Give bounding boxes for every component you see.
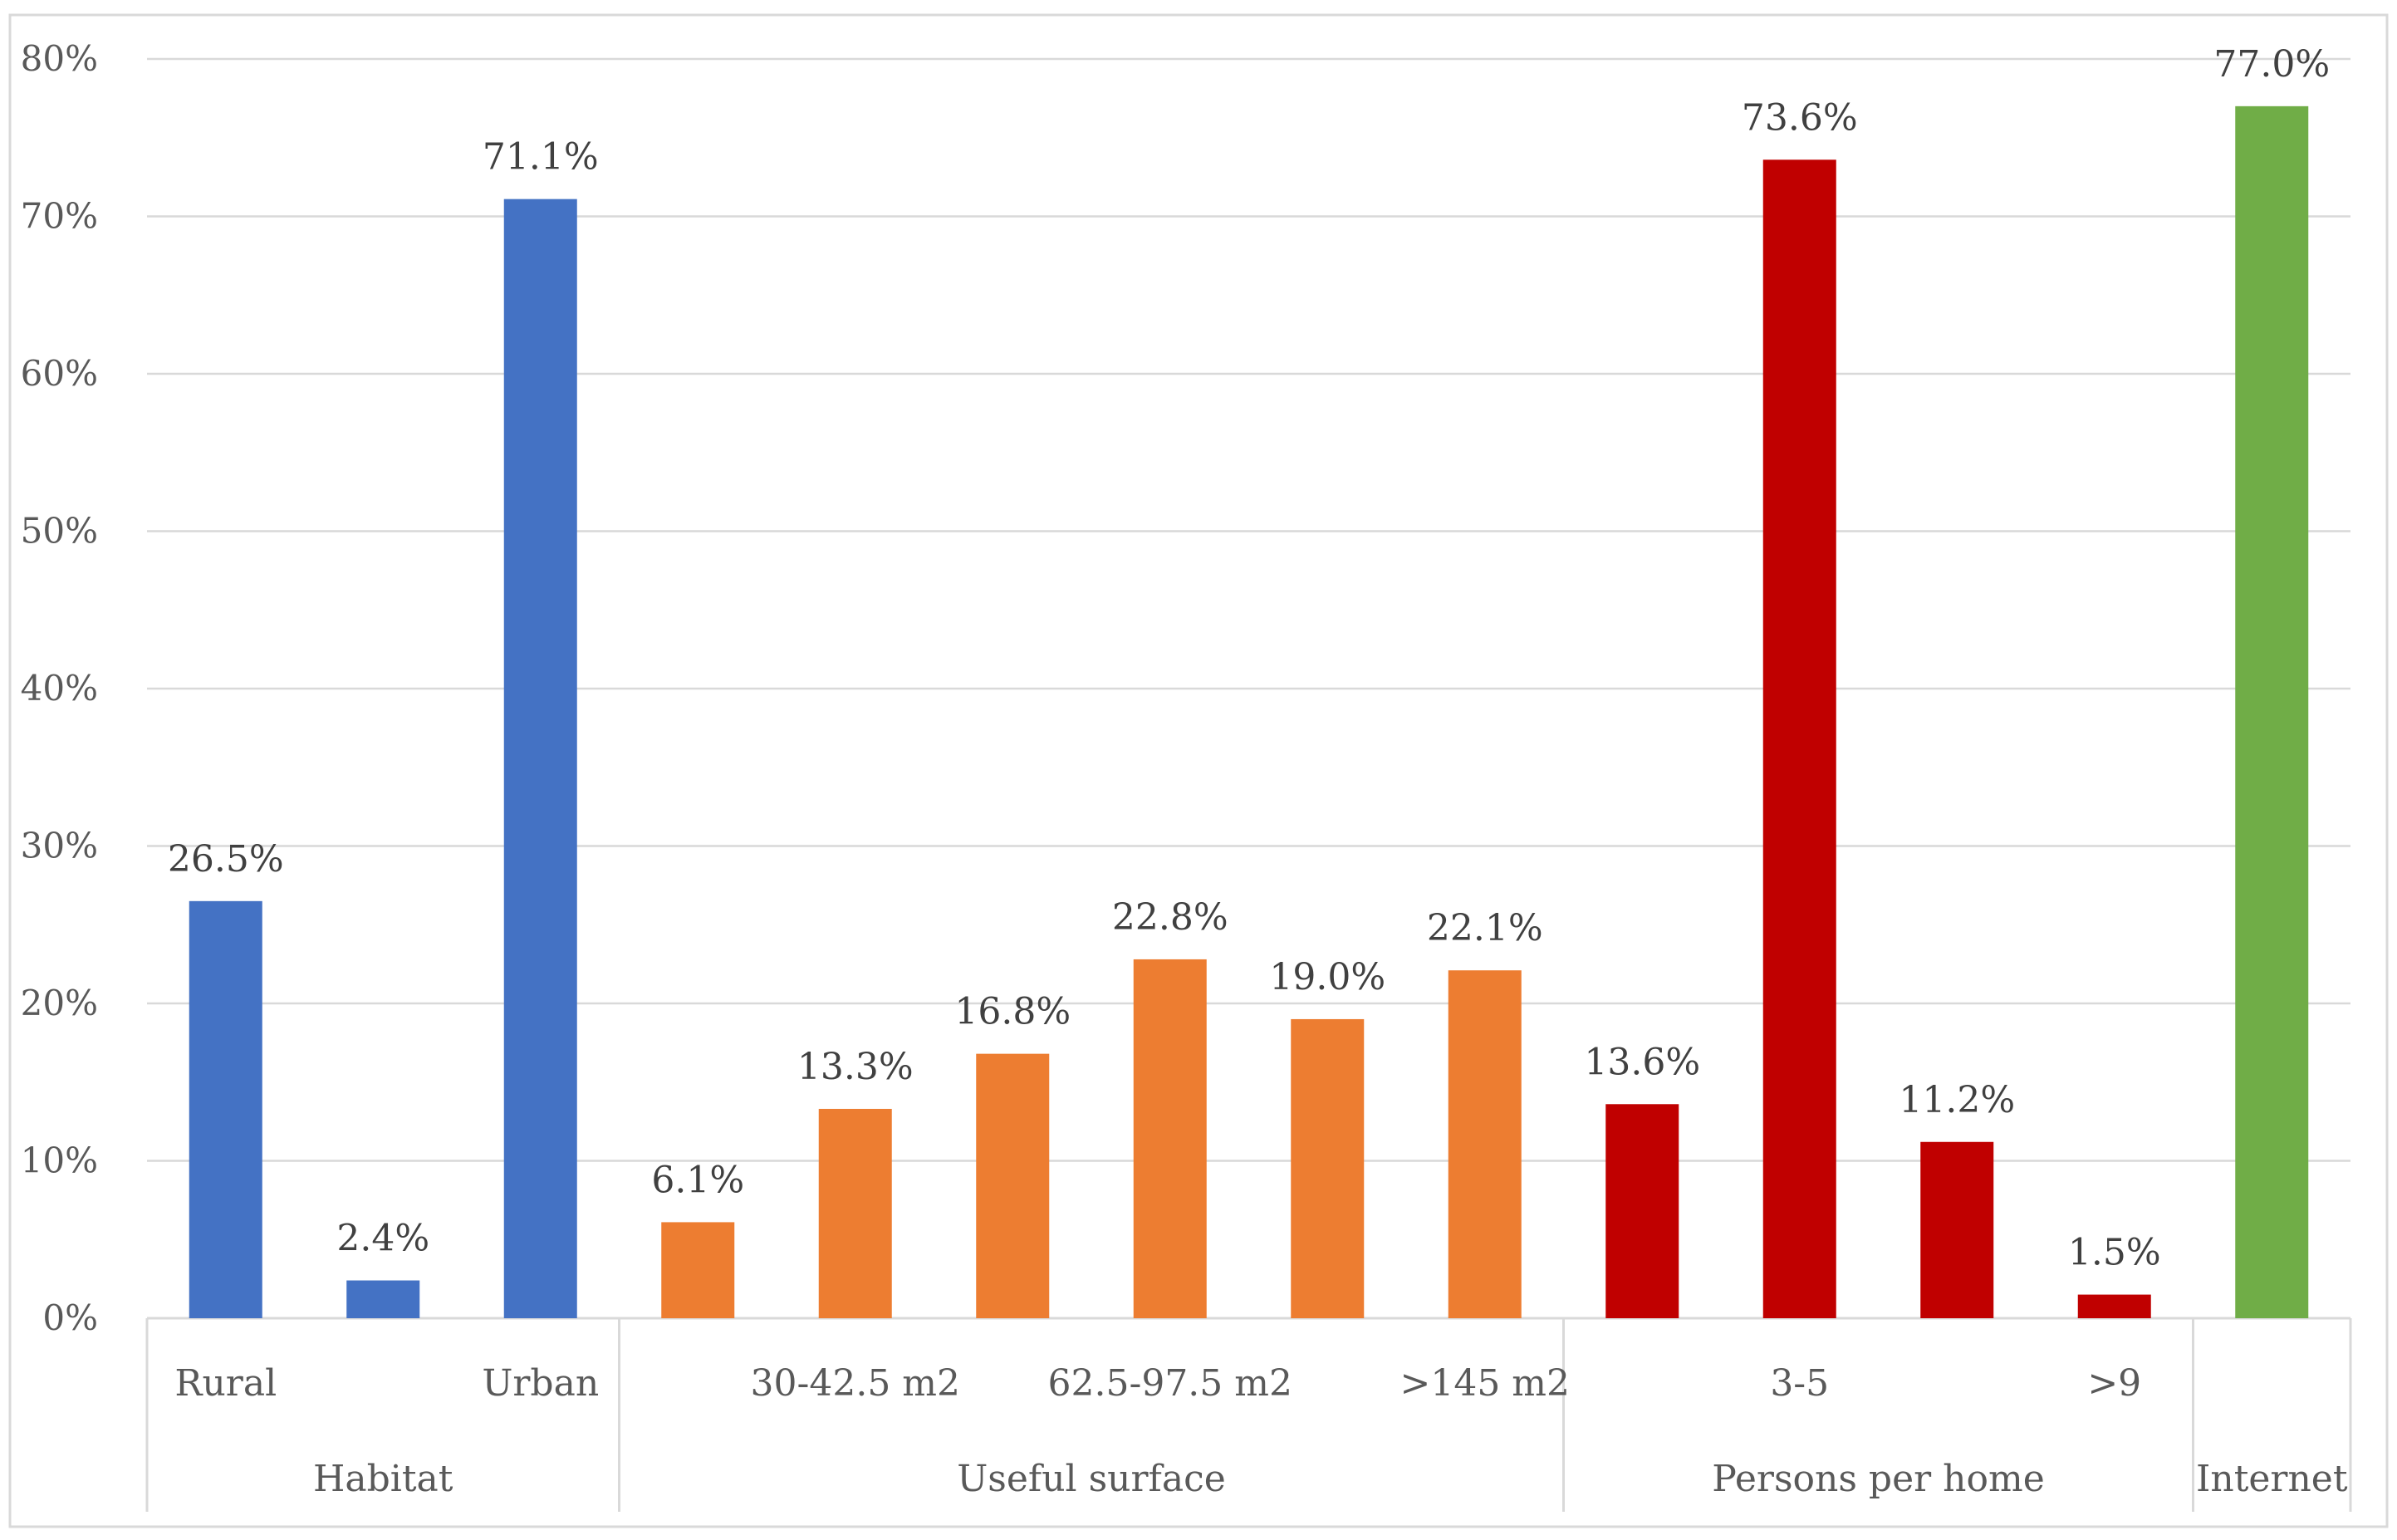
category-label: Rural: [174, 1362, 277, 1405]
bar: [503, 199, 577, 1318]
group-label: Useful surface: [957, 1458, 1226, 1500]
y-axis: 0% 10% 20% 30% 40% 50% 60% 70% 80%: [21, 38, 98, 1338]
bar: [1920, 1141, 1994, 1318]
category-label: Urban: [482, 1362, 599, 1405]
group-label: Internet: [2196, 1458, 2348, 1500]
data-labels: 26.5% 2.4% 71.1% 6.1% 13.3% 16.8% 22.8% 19.0% 22…: [168, 43, 2330, 1274]
bar: [976, 1053, 1050, 1318]
category-label: >9: [2087, 1362, 2141, 1405]
y-tick-label: 0%: [42, 1297, 98, 1338]
y-tick-label: 30%: [21, 826, 98, 866]
bar: [2235, 105, 2309, 1319]
y-tick-label: 60%: [21, 353, 98, 394]
data-label: 11.2%: [1899, 1079, 2015, 1121]
y-tick-label: 70%: [21, 196, 98, 237]
data-label: 13.6%: [1584, 1041, 1700, 1083]
bar: [1133, 959, 1207, 1318]
data-label: 16.8%: [954, 991, 1071, 1033]
bar: [1291, 1018, 1365, 1318]
bar: [2077, 1294, 2151, 1318]
category-labels: Rural Urban 30-42.5 m2 62.5-97.5 m2 >145 m2 3…: [174, 1362, 2141, 1405]
data-label: 77.0%: [2213, 43, 2330, 86]
category-label: 30-42.5 m2: [750, 1362, 960, 1405]
category-label: 3-5: [1770, 1362, 1829, 1405]
data-label: 26.5%: [168, 838, 284, 880]
bar: [818, 1108, 892, 1318]
data-label: 6.1%: [651, 1159, 744, 1201]
bar: [1762, 159, 1836, 1318]
category-label: 62.5-97.5 m2: [1047, 1362, 1292, 1405]
y-tick-label: 20%: [21, 983, 98, 1023]
bar: [346, 1280, 420, 1318]
data-label: 22.8%: [1112, 896, 1228, 939]
y-tick-label: 50%: [21, 511, 98, 552]
y-tick-label: 80%: [21, 38, 98, 79]
data-label: 22.1%: [1427, 907, 1543, 949]
data-label: 1.5%: [2068, 1232, 2161, 1274]
group-label: Habitat: [313, 1458, 453, 1500]
bar: [661, 1222, 735, 1318]
group-labels: Habitat Useful surface Persons per home Int…: [313, 1458, 2348, 1500]
y-tick-label: 40%: [21, 668, 98, 709]
data-label: 19.0%: [1269, 956, 1385, 998]
category-label: >145 m2: [1399, 1362, 1570, 1405]
data-label: 2.4%: [336, 1218, 429, 1260]
bar: [1605, 1104, 1679, 1318]
bar: [189, 900, 262, 1318]
bars: [189, 105, 2309, 1319]
group-label: Persons per home: [1712, 1458, 2045, 1500]
data-label: 71.1%: [483, 136, 599, 179]
y-tick-label: 10%: [21, 1140, 98, 1181]
bar: [1448, 970, 1522, 1318]
data-label: 73.6%: [1742, 96, 1858, 139]
data-label: 13.3%: [797, 1046, 914, 1088]
